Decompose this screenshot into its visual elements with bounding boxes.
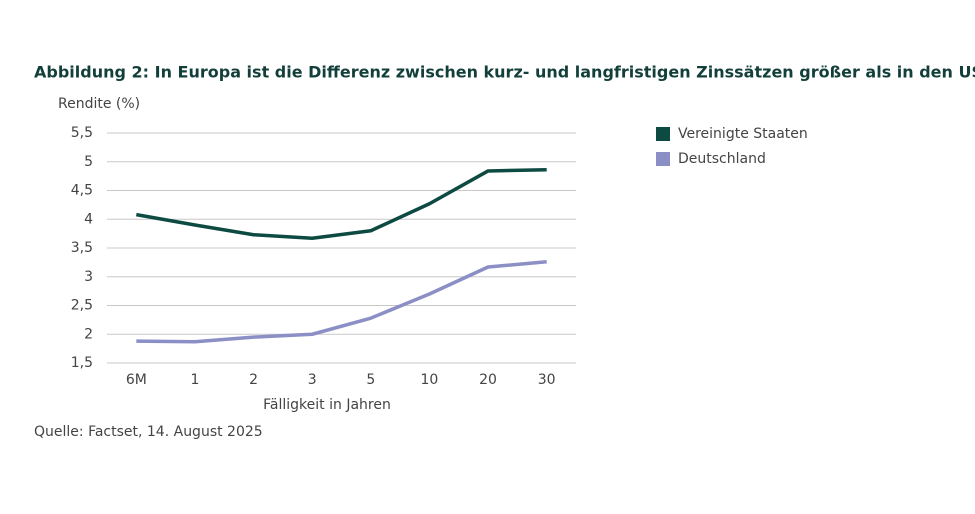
x-axis-label: Fälligkeit in Jahren (263, 397, 391, 413)
x-tick-label: 2 (249, 372, 258, 388)
y-tick-label: 4 (84, 211, 93, 227)
legend-label: Deutschland (678, 151, 766, 167)
series-line (136, 260, 547, 344)
x-tick-label: 1 (190, 372, 199, 388)
legend-label: Vereinigte Staaten (678, 126, 808, 142)
series-line (136, 168, 547, 240)
y-tick-label: 3,5 (71, 240, 93, 256)
legend-swatch (656, 152, 670, 166)
y-tick-label: 2 (84, 326, 93, 342)
y-tick-label: 5 (84, 154, 93, 170)
x-tick-label: 30 (538, 372, 556, 388)
legend-swatch (656, 127, 670, 141)
y-tick-label: 3 (84, 269, 93, 285)
y-tick-label: 5,5 (71, 125, 93, 141)
x-tick-label: 10 (421, 372, 439, 388)
y-axis-label: Rendite (%) (58, 96, 140, 112)
x-tick-label: 5 (366, 372, 375, 388)
y-tick-label: 2,5 (71, 298, 93, 314)
y-tick-label: 1,5 (71, 355, 93, 371)
x-tick-label: 3 (308, 372, 317, 388)
x-tick-label: 6M (126, 372, 147, 388)
x-tick-label: 20 (479, 372, 497, 388)
y-tick-label: 4,5 (71, 183, 93, 199)
chart-title: Abbildung 2: In Europa ist die Differenz… (34, 63, 975, 82)
source: Quelle: Factset, 14. August 2025 (34, 424, 263, 440)
